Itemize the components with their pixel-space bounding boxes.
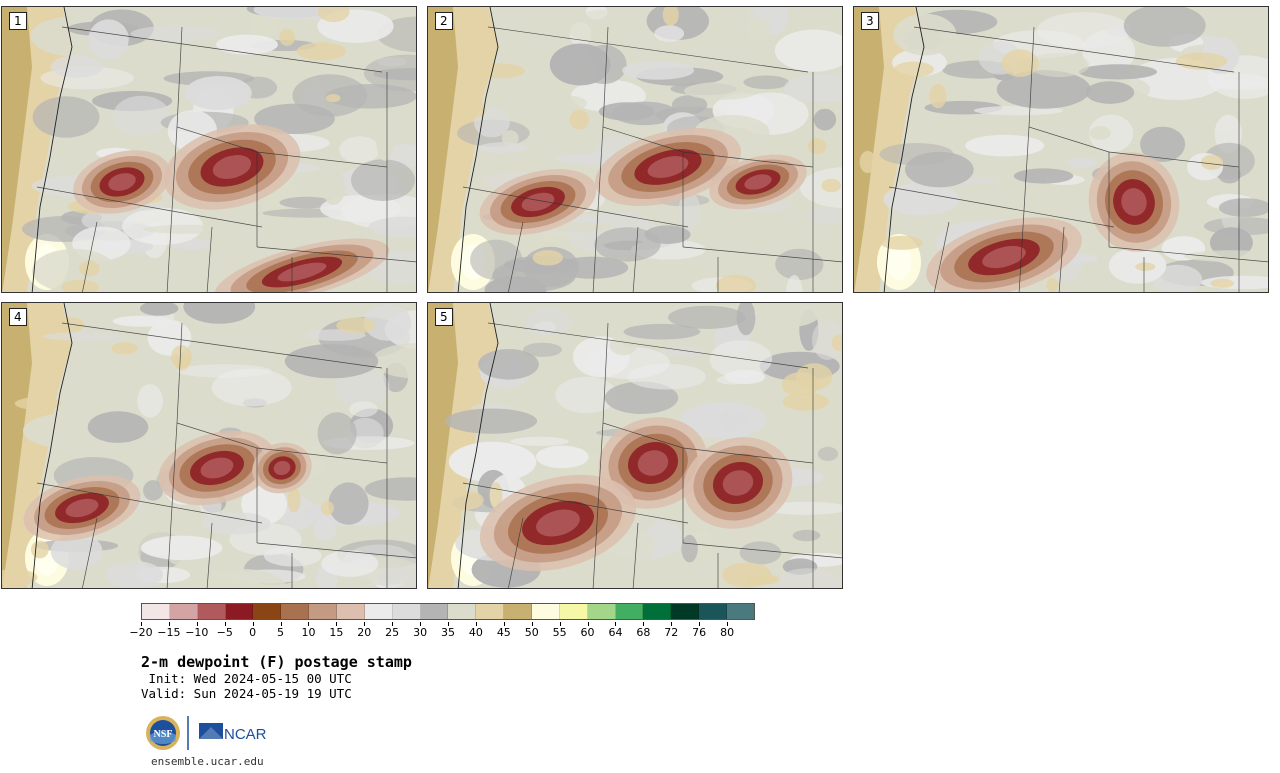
colorbar-tick-mark bbox=[364, 622, 366, 626]
colorbar-tick-mark bbox=[503, 622, 505, 626]
colorbar-cell bbox=[225, 604, 254, 619]
colorbar-tick-label: 10 bbox=[301, 626, 316, 639]
colorbar-cell bbox=[727, 604, 754, 619]
colorbar-cell bbox=[587, 604, 616, 619]
colorbar-tick-mark bbox=[531, 622, 533, 626]
colorbar-tick-mark bbox=[615, 622, 617, 626]
colorbar-cell bbox=[309, 604, 338, 619]
colorbar-tick-mark bbox=[224, 622, 226, 626]
colorbar-cell bbox=[643, 604, 672, 619]
colorbar-cell bbox=[559, 604, 588, 619]
panel-label: 3 bbox=[861, 12, 879, 30]
colorbar-tick-label: 80 bbox=[720, 626, 735, 639]
colorbar-cell bbox=[671, 604, 700, 619]
map-field-4 bbox=[2, 303, 416, 588]
colorbar-cell bbox=[532, 604, 560, 619]
colorbar-tick-mark bbox=[392, 622, 394, 626]
colorbar-tick-mark bbox=[280, 622, 282, 626]
colorbar-tick-mark bbox=[587, 622, 589, 626]
colorbar-tick-label: 55 bbox=[552, 626, 567, 639]
colorbar-tick-label: 76 bbox=[692, 626, 707, 639]
colorbar-tick-mark bbox=[699, 622, 701, 626]
colorbar-tick-mark bbox=[448, 622, 449, 626]
colorbar-cell bbox=[615, 604, 644, 619]
colorbar-cell bbox=[337, 604, 365, 619]
map-field-3 bbox=[854, 7, 1268, 292]
colorbar-tick-label: −15 bbox=[157, 626, 181, 639]
colorbar-cell bbox=[253, 604, 282, 619]
ensemble-member-panel-3: 3 bbox=[853, 6, 1269, 293]
map-field-2 bbox=[428, 7, 842, 292]
ensemble-member-panel-4: 4 bbox=[1, 302, 417, 589]
panel-label: 4 bbox=[9, 308, 27, 326]
colorbar-tick-label: 30 bbox=[413, 626, 428, 639]
colorbar-tick-mark bbox=[308, 622, 310, 626]
colorbar-cell bbox=[142, 604, 170, 619]
colorbar-tick-mark bbox=[643, 622, 645, 626]
ensemble-member-panel-2: 2 bbox=[427, 6, 843, 293]
colorbar-tick-label: 60 bbox=[580, 626, 595, 639]
colorbar-tick-mark bbox=[475, 622, 477, 626]
colorbar-tick-label: 0 bbox=[249, 626, 257, 639]
colorbar-cell bbox=[504, 604, 533, 619]
colorbar-tick-label: −20 bbox=[129, 626, 153, 639]
colorbar-cell bbox=[392, 604, 421, 619]
colorbar-tick-mark bbox=[168, 622, 170, 626]
map-field-5 bbox=[428, 303, 842, 588]
colorbar-tick-label: 72 bbox=[664, 626, 679, 639]
colorbar-cell bbox=[448, 604, 477, 619]
colorbar-tick-label: 5 bbox=[277, 626, 285, 639]
colorbar-tick-label: 45 bbox=[496, 626, 511, 639]
ensemble-member-panel-1: 1 bbox=[1, 6, 417, 293]
colorbar-cell bbox=[197, 604, 226, 619]
site-url: ensemble.ucar.edu bbox=[151, 755, 264, 768]
colorbar-tick-mark bbox=[559, 622, 561, 626]
map-field-1 bbox=[2, 7, 416, 292]
colorbar-cell bbox=[364, 604, 393, 619]
colorbar-cell bbox=[281, 604, 310, 619]
colorbar-tick-label: 35 bbox=[441, 626, 455, 639]
colorbar-cell bbox=[420, 604, 449, 619]
panel-label: 2 bbox=[435, 12, 453, 30]
colorbar-cell bbox=[476, 604, 505, 619]
logos: NSF NCAR bbox=[145, 713, 275, 753]
colorbar-tick-mark bbox=[141, 622, 142, 626]
colorbar-tick-mark bbox=[252, 622, 254, 626]
colorbar-tick-label: 15 bbox=[329, 626, 344, 639]
panel-label: 5 bbox=[435, 308, 453, 326]
colorbar-tick-mark bbox=[671, 622, 673, 626]
colorbar-tick-label: 50 bbox=[524, 626, 539, 639]
colorbar-tick-mark bbox=[196, 622, 198, 626]
colorbar-tick-mark bbox=[336, 622, 338, 626]
colorbar-ticks: −20 −15 −10 −5 0 5 10 15 20 25 30 35 40 45 50 55 60 64 68 7… bbox=[129, 622, 755, 639]
colorbar-tick-mark bbox=[727, 622, 729, 626]
colorbar-tick-label: −5 bbox=[216, 626, 233, 639]
colorbar-tick-label: −10 bbox=[185, 626, 209, 639]
colorbar bbox=[141, 603, 755, 620]
ncar-logo-text: NCAR bbox=[224, 726, 267, 743]
colorbar-tick-label: 64 bbox=[608, 626, 623, 639]
colorbar-tick-label: 68 bbox=[636, 626, 651, 639]
init-time: Init: Wed 2024-05-15 00 UTC bbox=[141, 671, 352, 686]
colorbar-tick-label: 25 bbox=[385, 626, 400, 639]
colorbar-tick-label: 40 bbox=[468, 626, 483, 639]
colorbar-cell bbox=[169, 604, 198, 619]
valid-time: Valid: Sun 2024-05-19 19 UTC bbox=[141, 686, 352, 701]
ncar-logo: NCAR bbox=[199, 723, 267, 743]
panel-label: 1 bbox=[9, 12, 27, 30]
colorbar-tick-mark bbox=[420, 622, 422, 626]
colorbar-cell bbox=[699, 604, 728, 619]
colorbar-tick-label: 20 bbox=[357, 626, 372, 639]
chart-title: 2-m dewpoint (F) postage stamp bbox=[141, 653, 412, 671]
nsf-logo-text: NSF bbox=[154, 729, 173, 740]
ensemble-member-panel-5: 5 bbox=[427, 302, 843, 589]
nsf-logo: NSF bbox=[146, 716, 180, 750]
